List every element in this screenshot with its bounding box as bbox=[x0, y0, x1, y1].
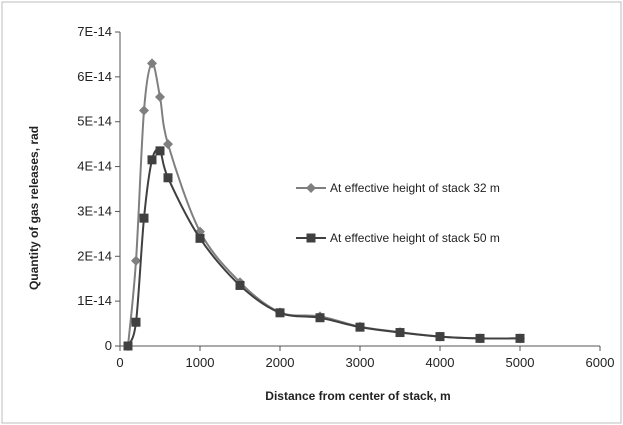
data-point-square bbox=[147, 155, 157, 165]
legend-marker-diamond bbox=[306, 183, 316, 193]
y-tick-label: 6E-14 bbox=[77, 69, 112, 84]
data-point-square bbox=[395, 328, 405, 338]
y-tick-label: 3E-14 bbox=[77, 203, 112, 218]
x-tick-label: 0 bbox=[116, 355, 123, 370]
y-tick-label: 1E-14 bbox=[77, 293, 112, 308]
data-point-square bbox=[275, 308, 285, 318]
data-point-diamond bbox=[155, 92, 165, 103]
data-point-square bbox=[515, 333, 525, 343]
legend-marker-square bbox=[306, 233, 316, 243]
data-point-square bbox=[355, 322, 365, 332]
legend-label-series-1: At effective height of stack 32 m bbox=[330, 181, 500, 195]
x-tick-label: 5000 bbox=[506, 355, 535, 370]
legend: At effective height of stack 32 m At eff… bbox=[296, 181, 500, 245]
data-point-diamond bbox=[139, 105, 149, 116]
data-point-square bbox=[155, 146, 165, 156]
x-tick-label: 3000 bbox=[346, 355, 375, 370]
legend-item-series-1: At effective height of stack 32 m bbox=[296, 181, 500, 195]
data-point-diamond bbox=[131, 255, 141, 266]
data-point-square bbox=[163, 173, 173, 183]
x-axis-title: Distance from center of stack, m bbox=[265, 389, 450, 403]
data-point-square bbox=[131, 317, 141, 327]
x-tick-label: 6000 bbox=[586, 355, 615, 370]
plot-axes: 0 1E-14 2E-14 3E-14 4E-14 5E-14 6E-14 7E-14 0 100… bbox=[77, 24, 614, 370]
data-point-square bbox=[195, 233, 205, 243]
data-point-square bbox=[139, 213, 149, 223]
data-point-square bbox=[123, 341, 133, 351]
data-point-square bbox=[235, 280, 245, 290]
data-point-square bbox=[315, 313, 325, 323]
x-tick-label: 1000 bbox=[186, 355, 215, 370]
data-point-square bbox=[435, 332, 445, 342]
y-axis-title: Quantity of gas releases, rad bbox=[27, 126, 41, 290]
y-tick-label: 4E-14 bbox=[77, 159, 112, 174]
y-tick-label: 2E-14 bbox=[77, 248, 112, 263]
y-tick-label: 0 bbox=[105, 338, 112, 353]
x-tick-label: 4000 bbox=[426, 355, 455, 370]
data-point-diamond bbox=[163, 139, 173, 150]
legend-label-series-2: At effective height of stack 50 m bbox=[330, 231, 500, 245]
data-point-diamond bbox=[147, 58, 157, 69]
y-tick-label: 7E-14 bbox=[77, 24, 112, 39]
series-layer bbox=[123, 58, 525, 351]
x-tick-label: 2000 bbox=[266, 355, 295, 370]
data-point-square bbox=[475, 333, 485, 343]
y-tick-label: 5E-14 bbox=[77, 114, 112, 129]
legend-item-series-2: At effective height of stack 50 m bbox=[296, 231, 500, 245]
series-2 bbox=[123, 146, 525, 351]
